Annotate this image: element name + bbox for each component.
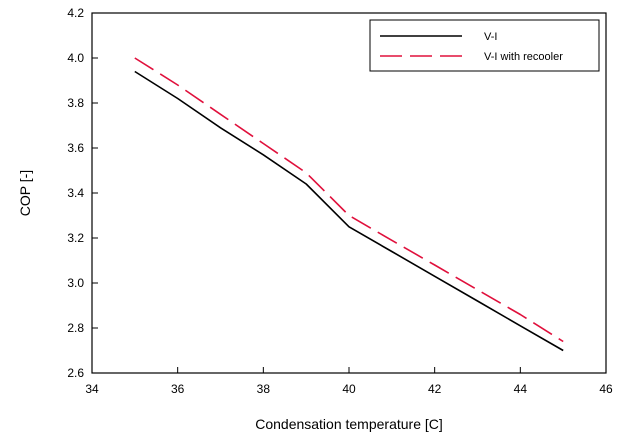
x-tick-label: 34 [85, 382, 99, 396]
y-axis: 2.6 2.8 3.0 3.2 3.4 3.6 3.8 4.0 4.2 [67, 6, 98, 380]
x-tick-label: 42 [428, 382, 442, 396]
legend-box [369, 19, 600, 72]
plot-area [91, 12, 607, 374]
x-tick-label: 44 [514, 382, 528, 396]
y-tick-label: 3.0 [67, 276, 84, 290]
y-tick-label: 3.2 [67, 231, 84, 245]
x-tick-label: 38 [257, 382, 271, 396]
legend: V-I V-I with recooler [369, 19, 600, 72]
y-tick-label: 3.6 [67, 141, 84, 155]
legend-label-v-i: V-I [484, 31, 497, 43]
y-tick-label: 4.2 [67, 6, 84, 20]
x-tick-label: 40 [342, 382, 356, 396]
legend-label-v-i-with-recooler: V-I with recooler [484, 51, 563, 63]
x-axis-title: Condensation temperature [C] [255, 416, 443, 432]
y-tick-label: 4.0 [67, 51, 84, 65]
y-tick-label: 2.8 [67, 321, 84, 335]
x-tick-label: 36 [171, 382, 185, 396]
series-line-v-i [134, 70, 564, 352]
series-layer [134, 57, 564, 352]
y-tick-label: 3.8 [67, 96, 84, 110]
x-axis: 34 36 38 40 42 44 46 [85, 367, 613, 396]
y-axis-title: COP [-] [17, 170, 33, 216]
y-tick-label: 3.4 [67, 186, 84, 200]
y-tick-label: 2.6 [67, 366, 84, 380]
x-tick-label: 46 [599, 382, 613, 396]
series-line-v-i-with-recooler [134, 57, 564, 343]
